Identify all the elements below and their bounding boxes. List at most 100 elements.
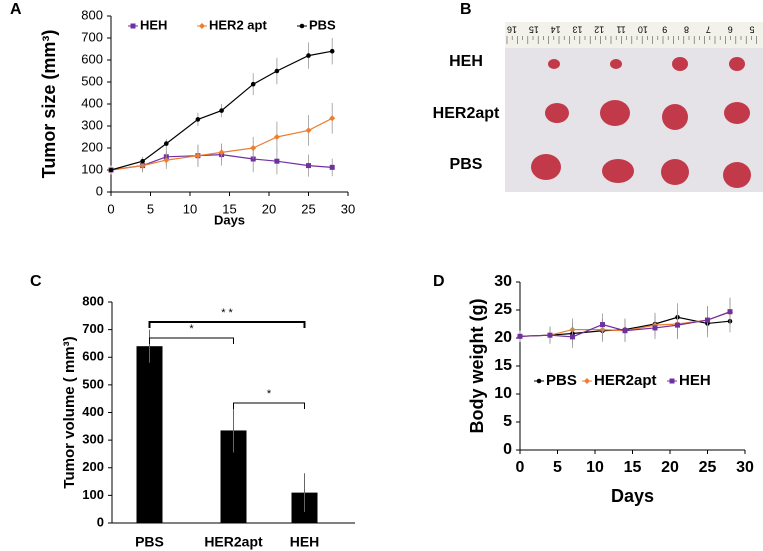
x-tick-label: 25 <box>699 459 717 476</box>
y-tick-label: 300 <box>82 432 104 447</box>
y-tick-label: 500 <box>81 73 103 88</box>
ruler-label: 12 <box>594 25 604 35</box>
ruler-label: 9 <box>662 25 667 35</box>
marker <box>130 23 136 29</box>
marker <box>140 158 145 164</box>
annotation: * * <box>221 307 233 319</box>
marker <box>329 164 335 170</box>
marker <box>194 152 201 159</box>
photo-panel <box>505 22 763 192</box>
x-tick-label: HEH <box>290 534 320 550</box>
x-axis-title: Days <box>611 486 654 506</box>
y-tick-label: 400 <box>81 95 103 110</box>
marker <box>306 163 311 169</box>
marker <box>274 68 280 74</box>
ruler-label: 14 <box>551 25 561 35</box>
y-tick-label: 100 <box>81 161 103 176</box>
ruler-label: 13 <box>572 25 582 35</box>
y-tick-label: 800 <box>82 293 104 308</box>
legend-label: HER2apt <box>594 372 657 389</box>
marker <box>547 332 553 338</box>
row-label: PBS <box>450 156 483 173</box>
x-tick-label: 15 <box>624 459 642 476</box>
marker <box>199 23 205 29</box>
y-axis-title: Tumor volume ( mm³) <box>61 336 78 488</box>
x-tick-label: 20 <box>661 459 679 476</box>
marker <box>164 141 169 146</box>
legend-label: PBS <box>546 372 577 389</box>
x-tick-label: 5 <box>147 201 154 216</box>
x-tick-label: 20 <box>262 201 276 216</box>
y-tick-label: 25 <box>494 301 512 318</box>
marker <box>218 149 225 156</box>
x-tick-label: 30 <box>341 201 355 216</box>
marker <box>584 378 590 384</box>
ruler-label: 8 <box>684 25 689 35</box>
marker <box>306 53 311 58</box>
y-tick-label: 0 <box>97 514 104 529</box>
marker <box>305 127 312 134</box>
significance-bracket <box>149 337 234 344</box>
row-label: HER2apt <box>433 105 500 122</box>
y-tick-label: 5 <box>503 413 512 430</box>
x-tick-label: HER2apt <box>204 534 263 550</box>
y-tick-label: 300 <box>81 117 103 132</box>
x-tick-label: 25 <box>301 201 315 216</box>
marker <box>570 334 575 340</box>
tumor-samples <box>531 57 751 188</box>
panel-label: D <box>433 273 445 290</box>
y-tick-label: 200 <box>82 459 104 474</box>
row-label: HEH <box>449 53 483 70</box>
significance-bracket <box>233 402 305 409</box>
marker <box>652 325 658 331</box>
y-tick-label: 30 <box>494 273 512 290</box>
y-tick-label: 800 <box>81 7 103 22</box>
ruler-label: 15 <box>529 25 539 35</box>
marker <box>163 157 170 164</box>
marker <box>250 81 256 87</box>
marker <box>600 322 605 328</box>
x-tick-label: 0 <box>107 201 114 216</box>
x-tick-label: 10 <box>183 201 197 216</box>
significance-bracket <box>148 321 306 328</box>
ruler-label: 10 <box>638 25 648 35</box>
marker <box>195 117 201 122</box>
ruler-label: 16 <box>507 25 517 35</box>
legend-label: HEH <box>140 17 167 32</box>
y-tick-label: 700 <box>81 29 103 44</box>
marker <box>517 333 523 339</box>
y-tick-label: 100 <box>82 487 104 502</box>
x-tick-label: 10 <box>586 459 604 476</box>
annotation: * <box>189 323 194 335</box>
ruler-label: 7 <box>706 25 711 35</box>
marker <box>329 48 335 54</box>
ruler-label: 5 <box>749 25 754 35</box>
marker <box>727 309 733 315</box>
marker <box>299 23 305 29</box>
x-tick-label: 5 <box>553 459 562 476</box>
y-tick-label: 15 <box>494 357 512 374</box>
y-tick-label: 700 <box>82 321 104 336</box>
y-tick-label: 20 <box>494 329 512 346</box>
y-tick-label: 600 <box>82 349 104 364</box>
legend-label: HEH <box>679 372 711 389</box>
x-tick-label: 0 <box>516 459 525 476</box>
bar <box>136 346 163 523</box>
y-axis-title: Tumor size (mm³) <box>39 30 59 179</box>
marker <box>536 378 542 384</box>
panel-label: B <box>460 1 472 18</box>
ruler-label: 6 <box>728 25 733 35</box>
x-tick-label: PBS <box>135 534 164 550</box>
marker <box>219 108 224 113</box>
panel-label: C <box>30 273 42 290</box>
marker <box>705 317 710 323</box>
marker <box>622 328 628 334</box>
y-tick-label: 0 <box>503 441 512 458</box>
panel-label: A <box>10 1 22 18</box>
y-tick-label: 10 <box>494 385 512 402</box>
x-tick-label: 30 <box>736 459 754 476</box>
marker <box>273 134 280 140</box>
annotation: * <box>267 388 272 400</box>
ruler <box>505 22 763 48</box>
